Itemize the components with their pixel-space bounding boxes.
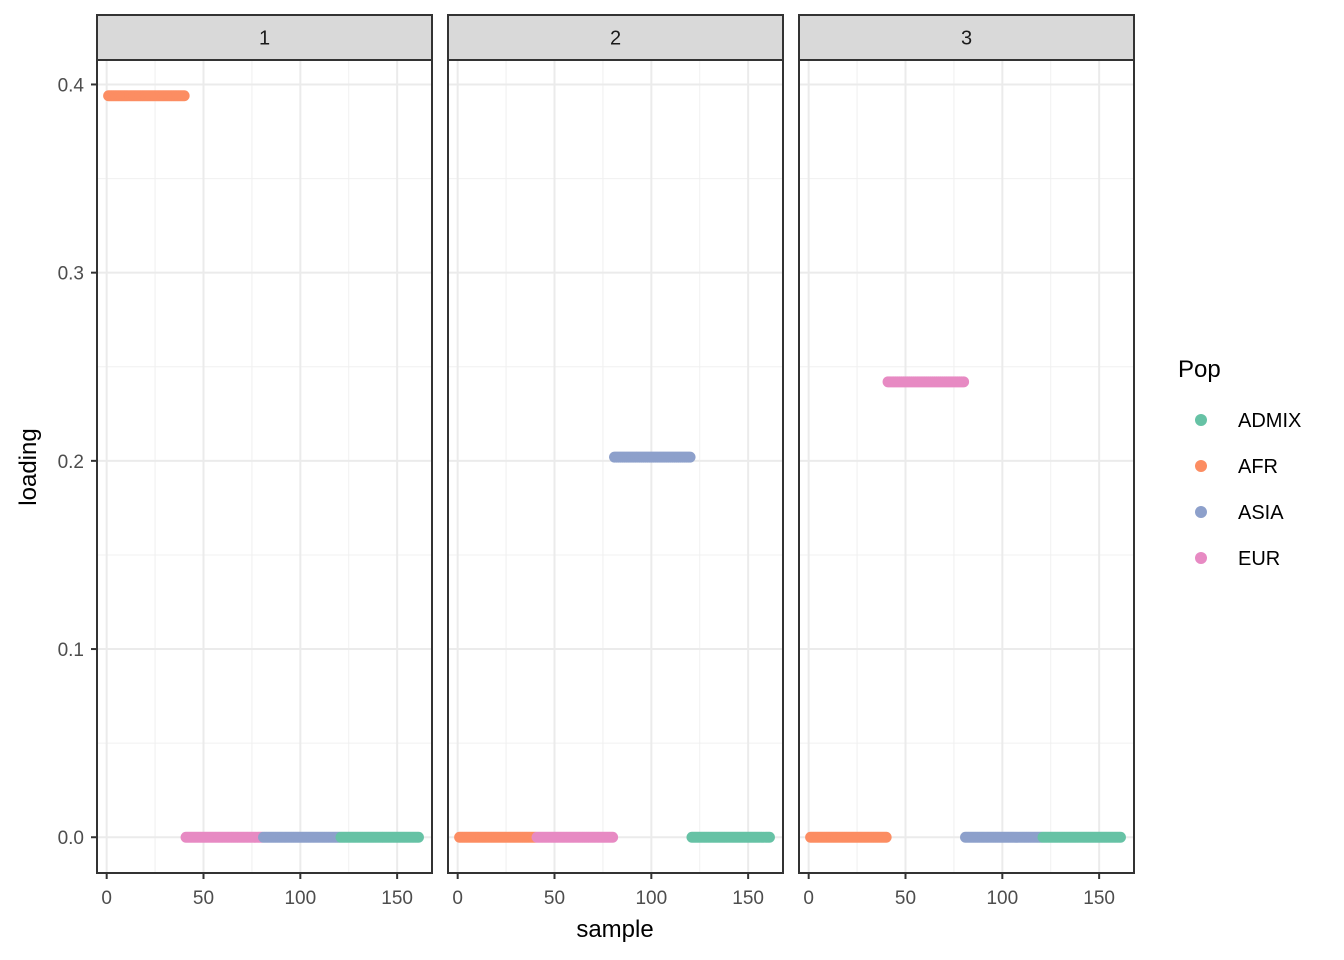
data-point bbox=[607, 831, 619, 843]
x-tick-label: 150 bbox=[381, 888, 413, 909]
x-tick-label: 100 bbox=[284, 888, 316, 909]
facet-strip-label: 1 bbox=[259, 28, 270, 50]
x-tick-label: 100 bbox=[635, 888, 667, 909]
data-point bbox=[880, 831, 892, 843]
x-tick-label: 150 bbox=[1083, 888, 1115, 909]
x-tick-label: 0 bbox=[803, 888, 814, 909]
data-point bbox=[412, 831, 424, 843]
facet-panels: 1 0 50 100 150 2 0 50 100 150 3 0 50 100 150 bbox=[96, 14, 1135, 909]
y-axis-title: loading bbox=[15, 428, 42, 505]
legend-items: ADMIX AFR ASIA EUR bbox=[1195, 410, 1301, 570]
y-axis: 0.0 0.1 0.2 0.3 0.4 bbox=[58, 75, 97, 849]
series-afr bbox=[454, 831, 541, 843]
series-asia bbox=[960, 831, 1047, 843]
panel-background bbox=[97, 60, 432, 873]
facet-panel-3: 3 0 50 100 150 bbox=[798, 14, 1135, 909]
series-admix bbox=[335, 831, 424, 843]
x-tick-label: 50 bbox=[544, 888, 565, 909]
y-tick-label: 0.3 bbox=[58, 264, 84, 285]
series-eur bbox=[180, 831, 268, 843]
x-tick-label: 150 bbox=[732, 888, 764, 909]
x-axis-title: sample bbox=[576, 916, 653, 943]
facet-strip-label: 3 bbox=[961, 28, 972, 50]
legend-item-eur: EUR bbox=[1195, 548, 1280, 570]
series-admix bbox=[686, 831, 775, 843]
x-tick-label: 0 bbox=[101, 888, 112, 909]
panel-background bbox=[799, 60, 1134, 873]
series-afr bbox=[805, 831, 892, 843]
legend-title: Pop bbox=[1178, 356, 1221, 383]
series-afr bbox=[103, 90, 190, 102]
legend-label: ADMIX bbox=[1238, 410, 1301, 432]
series-admix bbox=[1037, 831, 1126, 843]
x-tick-label: 50 bbox=[193, 888, 214, 909]
y-tick-label: 0.4 bbox=[58, 75, 85, 96]
legend-key-dot bbox=[1195, 552, 1207, 564]
panel-background bbox=[448, 60, 783, 873]
data-point bbox=[958, 376, 970, 388]
facet-strip bbox=[96, 14, 433, 61]
x-tick-label: 0 bbox=[452, 888, 463, 909]
x-tick-label: 50 bbox=[895, 888, 916, 909]
legend-label: EUR bbox=[1238, 548, 1280, 570]
data-point bbox=[1114, 831, 1126, 843]
legend-key-dot bbox=[1195, 414, 1207, 426]
legend-label: AFR bbox=[1238, 456, 1278, 478]
y-tick-label: 0.2 bbox=[58, 452, 84, 473]
series-asia bbox=[609, 451, 696, 463]
y-tick-label: 0.0 bbox=[58, 828, 84, 849]
series-eur bbox=[882, 376, 970, 388]
legend-key-dot bbox=[1195, 506, 1207, 518]
facet-strip-label: 2 bbox=[610, 28, 621, 50]
facet-panel-2: 2 0 50 100 150 bbox=[447, 14, 784, 909]
series-eur bbox=[531, 831, 619, 843]
legend-key-dot bbox=[1195, 460, 1207, 472]
facet-strip bbox=[798, 14, 1135, 61]
series-asia bbox=[258, 831, 345, 843]
legend: Pop ADMIX AFR ASIA EUR bbox=[1178, 356, 1301, 570]
facet-strip bbox=[447, 14, 784, 61]
data-point bbox=[178, 90, 190, 102]
data-point bbox=[763, 831, 775, 843]
y-tick-label: 0.1 bbox=[58, 640, 84, 661]
legend-item-admix: ADMIX bbox=[1195, 410, 1301, 432]
data-point bbox=[684, 451, 696, 463]
legend-item-afr: AFR bbox=[1195, 456, 1278, 478]
x-tick-label: 100 bbox=[986, 888, 1018, 909]
legend-item-asia: ASIA bbox=[1195, 502, 1284, 524]
facet-panel-1: 1 0 50 100 150 bbox=[96, 14, 433, 909]
legend-label: ASIA bbox=[1238, 502, 1284, 524]
